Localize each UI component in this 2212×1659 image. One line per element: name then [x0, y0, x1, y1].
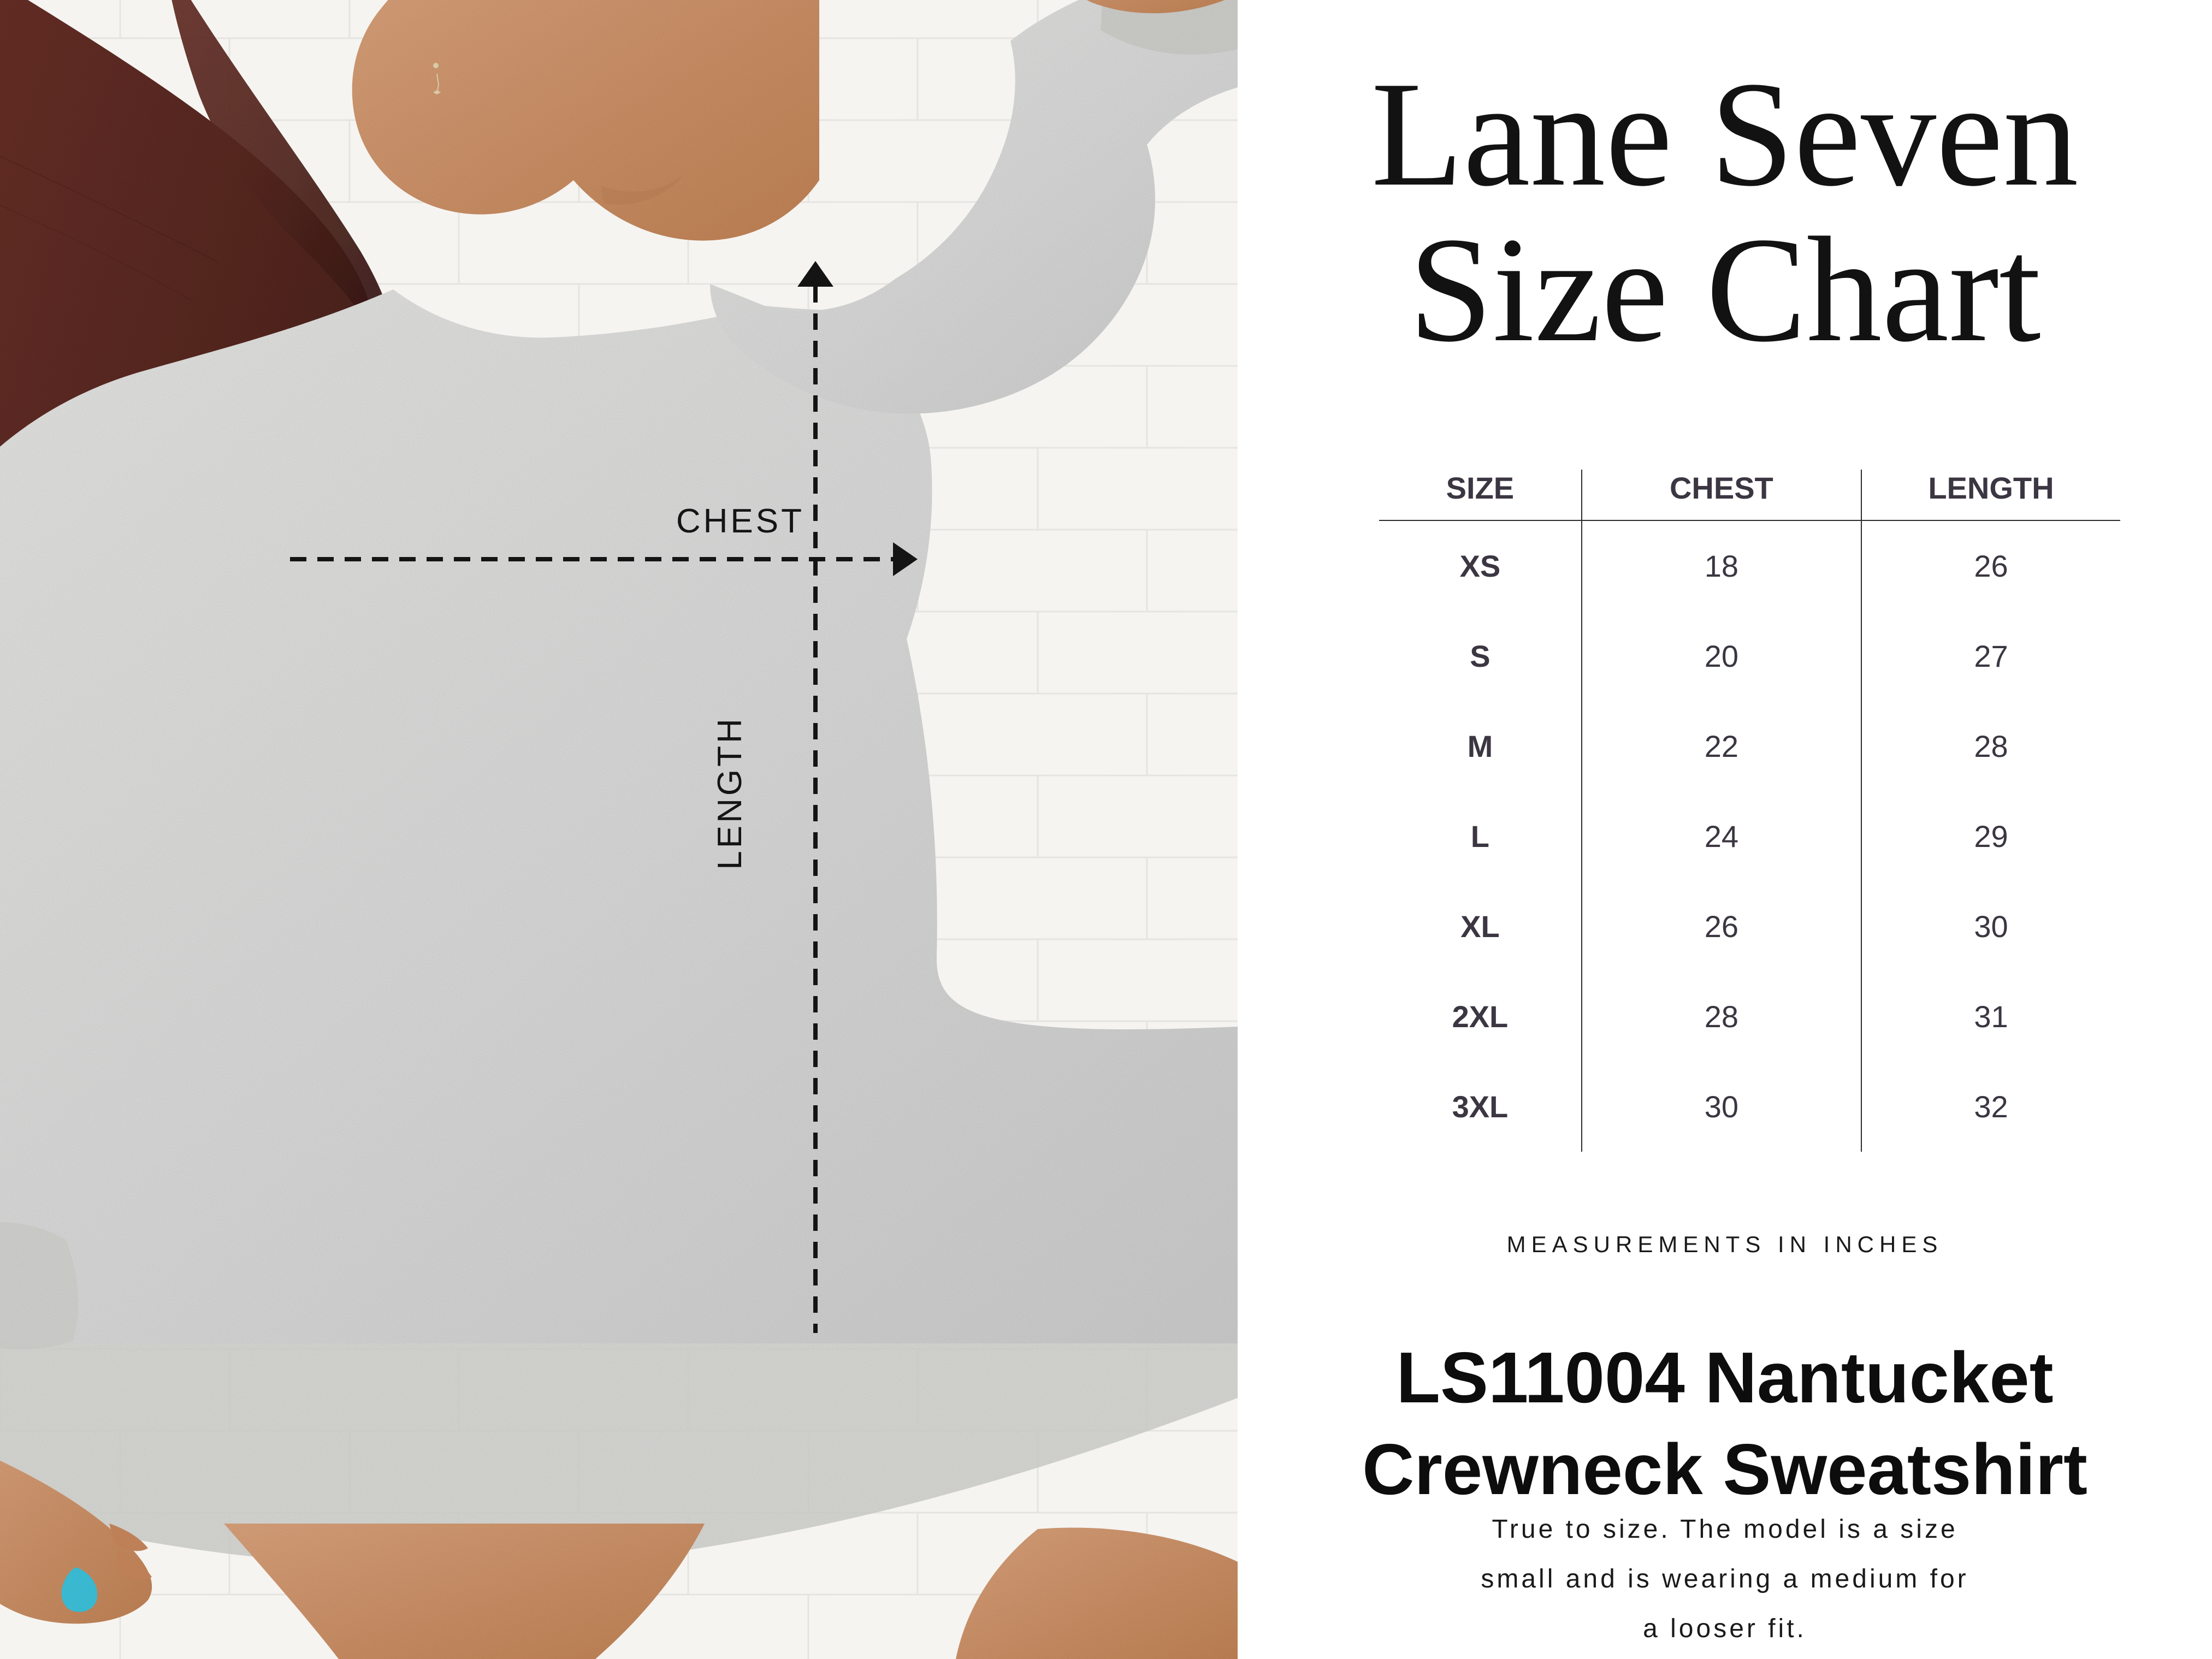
svg-text:CHEST: CHEST	[676, 502, 805, 540]
svg-text:LENGTH: LENGTH	[711, 716, 749, 869]
